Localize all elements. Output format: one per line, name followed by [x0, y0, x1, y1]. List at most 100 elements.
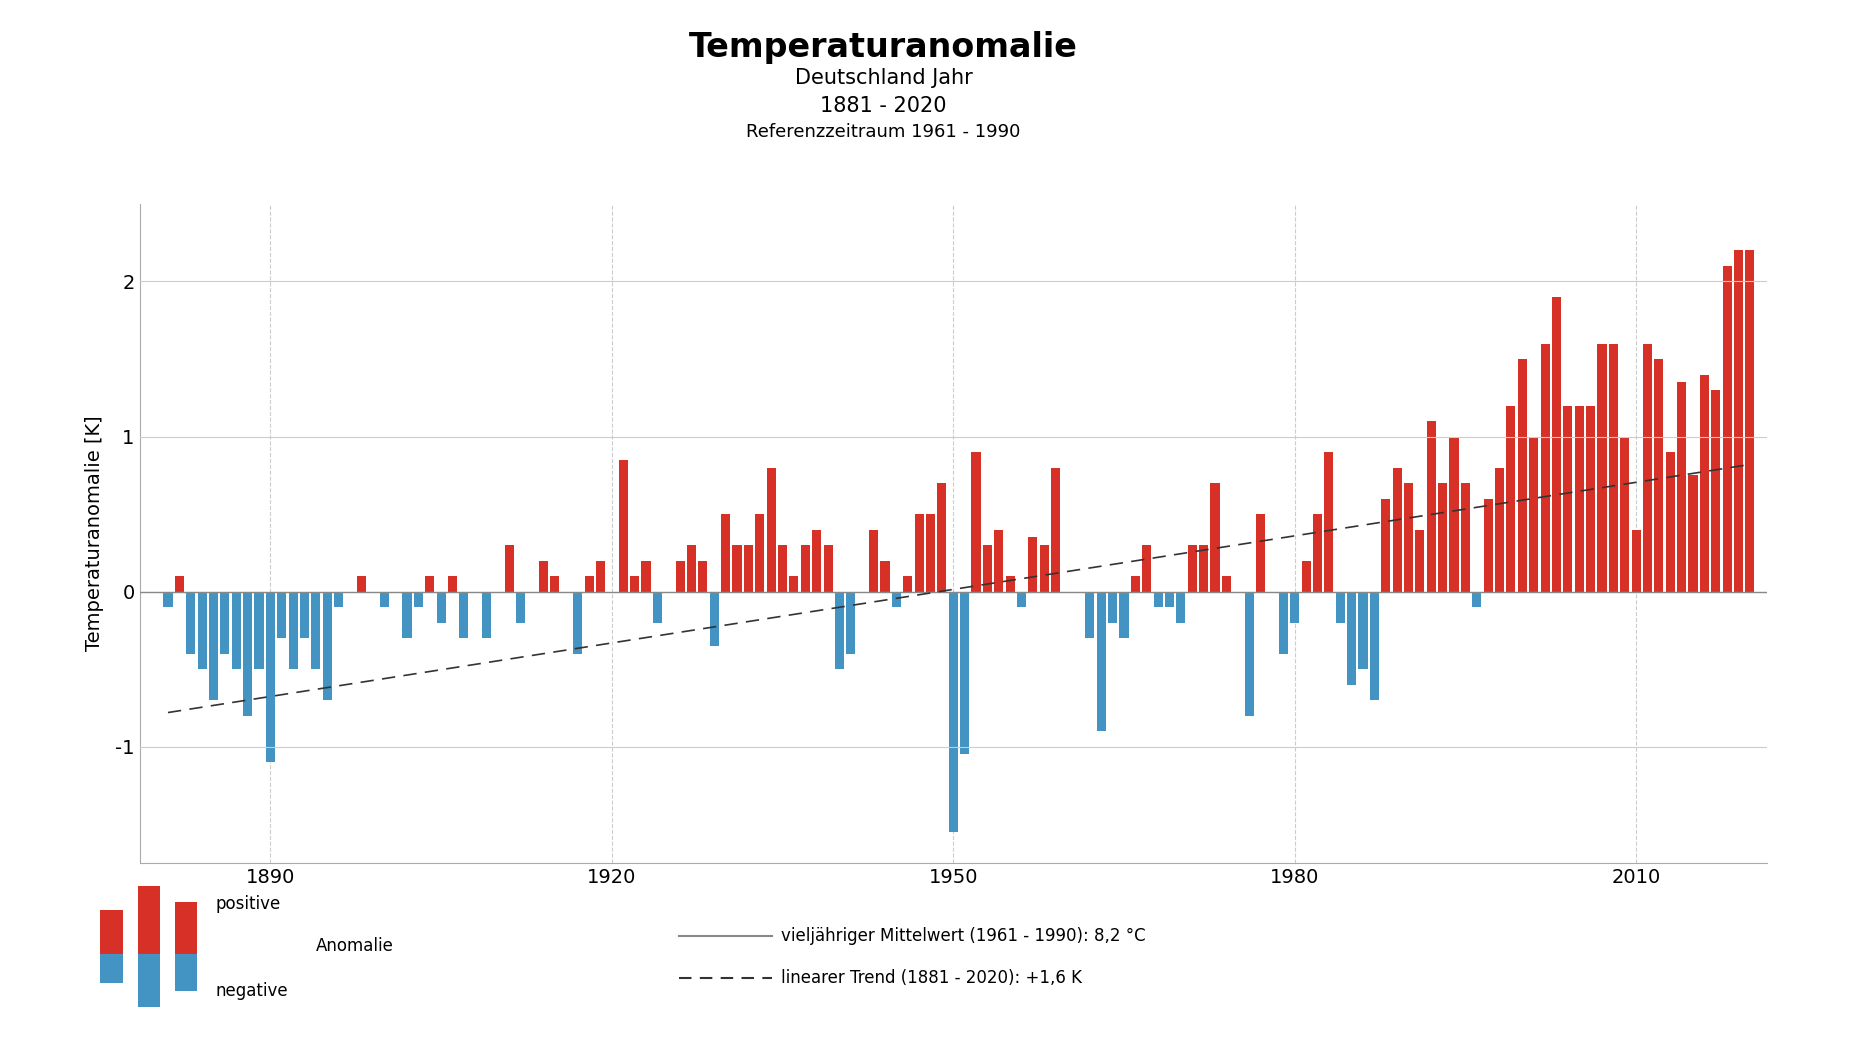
Bar [504, 545, 513, 592]
Bar [232, 592, 240, 669]
Bar [208, 592, 218, 700]
Bar [733, 545, 742, 592]
Bar [138, 886, 160, 954]
Bar [539, 561, 549, 592]
Bar [891, 592, 900, 607]
Bar [926, 514, 936, 592]
Bar [1415, 529, 1425, 592]
Text: Temperaturanomalie: Temperaturanomalie [688, 31, 1079, 65]
Bar [1598, 343, 1607, 592]
Text: vieljähriger Mittelwert (1961 - 1990): 8,2 °C: vieljähriger Mittelwert (1961 - 1990): 8… [781, 927, 1146, 946]
Bar [1313, 514, 1322, 592]
Bar [164, 592, 173, 607]
Bar [1551, 297, 1561, 592]
Bar [1244, 592, 1254, 715]
Bar [1131, 576, 1140, 592]
Bar [1722, 266, 1732, 592]
Bar [482, 592, 491, 638]
Bar [324, 592, 331, 700]
Bar [219, 592, 229, 654]
Bar [722, 514, 731, 592]
Bar [675, 561, 684, 592]
Bar [1507, 406, 1516, 592]
Bar [379, 592, 389, 607]
Bar [880, 561, 889, 592]
Bar [1335, 592, 1345, 622]
Text: Deutschland Jahr: Deutschland Jahr [794, 68, 973, 88]
Bar [517, 592, 525, 622]
Bar [1017, 592, 1027, 607]
Bar [402, 592, 411, 638]
Bar [100, 954, 123, 983]
Bar [175, 954, 197, 991]
Bar [288, 592, 298, 669]
Bar [1540, 343, 1549, 592]
Text: Anomalie: Anomalie [316, 937, 394, 955]
Bar [1667, 452, 1674, 592]
Bar [824, 545, 833, 592]
Bar [1164, 592, 1174, 607]
Bar [1438, 483, 1447, 592]
Bar [100, 910, 123, 954]
Text: Referenzzeitraum 1961 - 1990: Referenzzeitraum 1961 - 1990 [746, 123, 1021, 141]
Bar [1084, 592, 1094, 638]
Bar [755, 514, 764, 592]
Bar [1449, 436, 1458, 592]
Bar [299, 592, 309, 638]
Bar [1609, 343, 1618, 592]
Bar [1200, 545, 1209, 592]
Bar [311, 592, 320, 669]
Bar [1700, 374, 1709, 592]
Bar [1109, 592, 1118, 622]
Bar [1734, 250, 1743, 592]
Bar [1631, 529, 1641, 592]
Bar [949, 592, 958, 832]
Bar [437, 592, 446, 622]
Bar [175, 576, 184, 592]
Bar [1029, 538, 1038, 592]
Bar [777, 545, 787, 592]
Bar [1222, 576, 1231, 592]
Bar [802, 545, 809, 592]
Bar [1347, 592, 1356, 685]
Bar [244, 592, 253, 715]
Bar [1689, 475, 1698, 592]
Bar [1518, 359, 1527, 592]
Bar [789, 576, 798, 592]
Bar [1278, 592, 1287, 654]
Bar [1040, 545, 1049, 592]
Bar [915, 514, 924, 592]
Bar [1642, 343, 1652, 592]
Bar [459, 592, 469, 638]
Text: DWD: DWD [1691, 37, 1752, 56]
Bar [1153, 592, 1162, 607]
Bar [1097, 592, 1105, 731]
Bar [1404, 483, 1414, 592]
Bar [642, 561, 651, 592]
Bar [573, 592, 582, 654]
Bar [357, 576, 366, 592]
Bar [995, 529, 1003, 592]
Bar [960, 592, 969, 754]
Bar [1382, 499, 1389, 592]
Bar [937, 483, 947, 592]
Bar [1176, 592, 1185, 622]
Bar [186, 592, 195, 654]
Bar [266, 592, 275, 763]
Bar [653, 592, 662, 622]
Bar [1473, 592, 1481, 607]
Bar [1562, 406, 1572, 592]
Bar [631, 576, 640, 592]
Bar [175, 902, 197, 954]
Bar [982, 545, 991, 592]
Bar [1358, 592, 1367, 669]
Bar [971, 452, 980, 592]
Bar [869, 529, 878, 592]
Bar [1369, 592, 1378, 700]
Bar [904, 576, 911, 592]
Bar [835, 592, 844, 669]
Bar [1529, 436, 1538, 592]
Bar [335, 592, 344, 607]
Bar [1256, 514, 1265, 592]
Bar [1211, 483, 1220, 592]
